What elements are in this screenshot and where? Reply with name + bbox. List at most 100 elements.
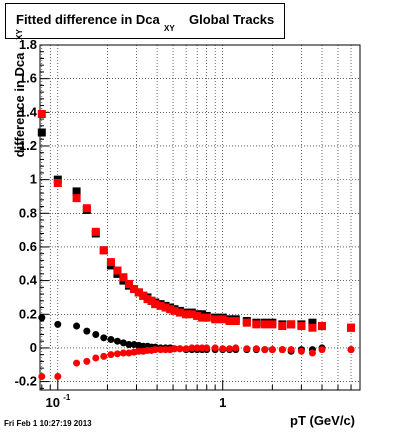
data-point-circle [243, 345, 251, 353]
data-point-circle [107, 336, 115, 344]
y-tick-label: 1.6 [19, 71, 37, 86]
data-point-square [124, 279, 133, 288]
data-point-square [53, 179, 62, 187]
chart-title-suffix: Global Tracks [189, 12, 275, 27]
data-point-square [278, 322, 287, 331]
data-point-circle [73, 322, 81, 330]
data-point-square [260, 320, 269, 329]
data-point-circle [219, 345, 227, 353]
y-axis-label: difference in Dca [12, 52, 27, 158]
data-point-circle [113, 350, 121, 358]
y-tick-label: 0.2 [19, 306, 37, 321]
data-point-square [187, 310, 196, 319]
y-tick-label: 1.4 [19, 104, 38, 119]
data-point-square [317, 322, 326, 331]
data-point-circle [170, 345, 178, 353]
data-point-square [161, 303, 170, 312]
data-point-circle [347, 346, 355, 354]
plot-frame [39, 44, 361, 391]
data-point-circle [268, 346, 276, 354]
x-tick-label: 1 [219, 395, 226, 410]
chart-title-subscript: XY [164, 24, 175, 33]
data-point-square [182, 310, 191, 319]
data-point-square [134, 288, 143, 297]
x-tick-label: 10 [46, 395, 60, 410]
data-point-circle [261, 346, 269, 354]
data-point-circle [278, 346, 286, 354]
y-tick-label: 0.4 [19, 273, 38, 288]
x-axis-label: pT (GeV/c) [290, 413, 356, 428]
data-point-square [218, 315, 227, 324]
data-point-square [287, 320, 296, 329]
timestamp: Fri Feb 1 10:27:19 2013 [4, 419, 92, 428]
data-point-square [308, 323, 317, 332]
data-point-square [170, 306, 179, 315]
data-point-circle [54, 373, 62, 381]
data-point-square [37, 128, 46, 137]
y-tick-label: 1 [30, 172, 37, 187]
data-point-circle [188, 344, 196, 352]
data-point-square [151, 300, 160, 309]
x-tick-label-exponent: -1 [63, 393, 71, 402]
data-point-circle [92, 330, 100, 338]
data-point-square [252, 320, 261, 329]
data-point-square [297, 322, 306, 331]
data-point-square [130, 285, 139, 294]
data-point-circle [157, 346, 165, 354]
data-point-circle [92, 354, 100, 362]
data-point-square [268, 320, 277, 329]
data-point-square [308, 318, 317, 327]
data-point-square [198, 313, 207, 322]
data-point-square [113, 266, 122, 275]
data-point-circle [287, 346, 295, 354]
data-point-circle [119, 349, 127, 357]
data-point-circle [100, 334, 108, 342]
y-axis-label-subscript: XY [14, 29, 24, 40]
data-point-circle [54, 320, 62, 328]
data-point-circle [203, 344, 211, 352]
data-point-square [166, 305, 175, 314]
y-tick-label: 1.8 [19, 37, 37, 52]
data-point-circle [38, 373, 46, 381]
data-point-circle [83, 327, 91, 335]
data-point-circle [211, 344, 219, 352]
data-point-circle [125, 341, 133, 349]
data-point-square [82, 204, 91, 213]
data-point-square [106, 258, 115, 267]
data-point-square [211, 315, 220, 324]
x-tick-labels: 10 -1 1 [46, 393, 227, 410]
data-point-circle [193, 344, 201, 352]
data-point-circle [83, 357, 91, 365]
data-point-circle [232, 344, 240, 352]
axis-ticks [40, 44, 352, 390]
data-point-square [99, 246, 108, 255]
y-tick-label: -0.2 [15, 374, 37, 389]
y-tick-labels: -0.2 0 0.2 0.4 0.6 0.8 1 1.2 1.4 1.6 1.8 [15, 37, 38, 389]
data-point-circle [113, 337, 121, 345]
data-point-circle [318, 346, 326, 354]
grid-lines [40, 44, 360, 390]
plot-frame-rect [39, 44, 361, 391]
data-point-square [156, 301, 165, 310]
data-point-square [37, 110, 46, 118]
chart-title: Fitted difference in Dca [16, 12, 160, 27]
data-point-square [119, 273, 128, 282]
data-point-square [225, 317, 234, 325]
data-point-circle [182, 345, 190, 353]
data-point-square [347, 323, 356, 332]
y-tick-label: 0.6 [19, 239, 37, 254]
data-points [37, 110, 356, 381]
data-point-circle [73, 359, 81, 367]
data-point-circle [107, 351, 115, 359]
data-point-circle [308, 349, 316, 357]
data-point-circle [100, 352, 108, 360]
data-point-square [202, 313, 211, 322]
data-point-circle [252, 345, 260, 353]
data-point-circle [226, 345, 234, 353]
y-tick-label: 1.2 [19, 138, 37, 153]
data-point-circle [119, 339, 127, 347]
data-point-square [193, 311, 202, 320]
data-point-circle [176, 345, 184, 353]
data-point-square [242, 318, 251, 327]
